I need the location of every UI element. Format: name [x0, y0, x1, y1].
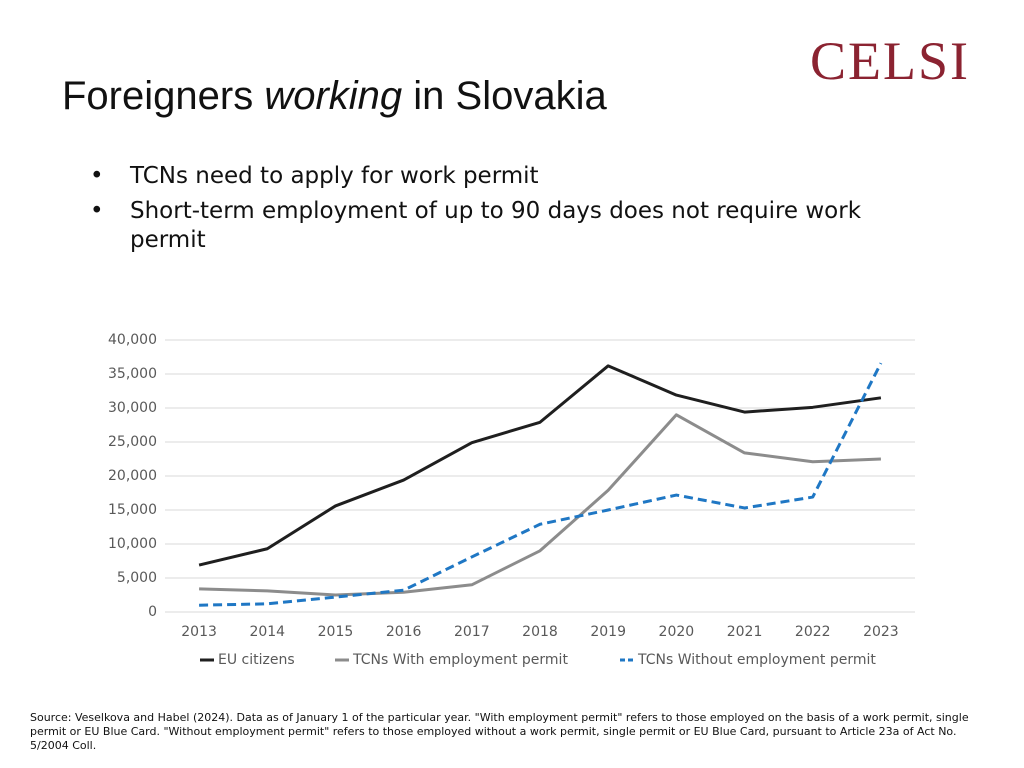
x-tick-label: 2014	[249, 624, 285, 640]
x-tick-label: 2018	[522, 624, 558, 640]
y-tick-label: 15,000	[108, 502, 157, 518]
x-tick-label: 2021	[727, 624, 763, 640]
series-line	[199, 413, 881, 597]
x-tick-label: 2013	[181, 624, 217, 640]
title-part: Foreigners	[62, 74, 265, 118]
legend-label: TCNs Without employment permit	[637, 652, 876, 668]
title-part: working	[264, 74, 403, 118]
x-tick-label: 2023	[863, 624, 899, 640]
chart: 0 5,000 10,000 15,000 20,000 25,000 30,000 35,0…	[108, 332, 915, 668]
title-part: in Slovakia	[402, 74, 607, 118]
y-tick-label: 30,000	[108, 400, 157, 416]
x-tick-label: 2022	[795, 624, 831, 640]
bullet-list: TCNs need to apply for work permit Short…	[90, 162, 910, 261]
legend-label: TCNs With employment permit	[352, 652, 568, 668]
y-tick-label: 5,000	[117, 570, 157, 586]
y-tick-label: 25,000	[108, 434, 157, 450]
series-line	[199, 362, 883, 607]
y-tick-label: 20,000	[108, 468, 157, 484]
x-tick-label: 2020	[659, 624, 695, 640]
x-tick-label: 2016	[386, 624, 422, 640]
bullet: TCNs need to apply for work permit	[90, 162, 910, 191]
y-tick-label: 35,000	[108, 366, 157, 382]
logo: CELSI	[810, 31, 971, 91]
y-tick-label: 40,000	[108, 332, 157, 348]
title: Foreigners working in Slovakia	[62, 74, 607, 119]
y-tick-label: 10,000	[108, 536, 157, 552]
bullet: Short-term employment of up to 90 days d…	[90, 197, 910, 255]
x-tick-label: 2017	[454, 624, 490, 640]
series-line	[198, 364, 882, 567]
x-tick-label: 2015	[318, 624, 354, 640]
source-note: Source: Veselkova and Habel (2024). Data…	[30, 711, 969, 752]
x-tick-label: 2019	[590, 624, 626, 640]
y-tick-label: 0	[148, 604, 157, 620]
legend-label: EU citizens	[218, 652, 295, 668]
